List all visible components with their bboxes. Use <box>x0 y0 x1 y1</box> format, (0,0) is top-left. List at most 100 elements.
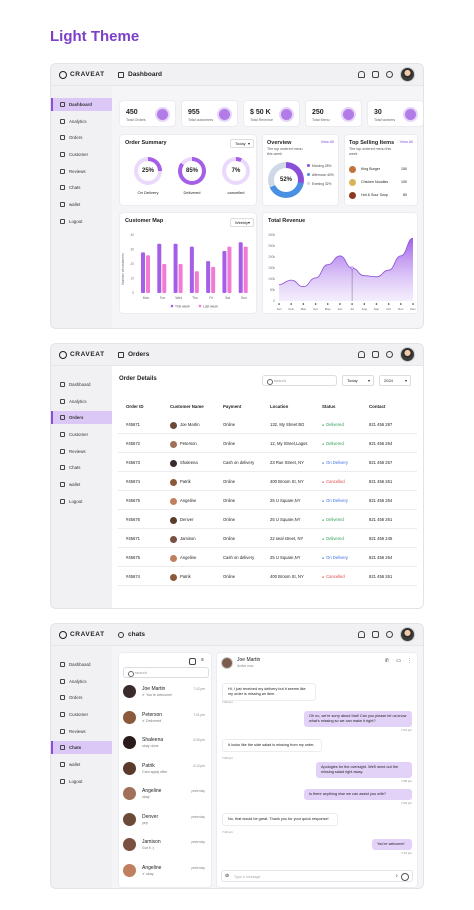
table-row[interactable]: #45676 Denver Online 25 U Square,NY Delivere… <box>118 510 417 529</box>
sidebar-item-wallet[interactable]: wallet <box>51 198 112 211</box>
filter-icon[interactable]: ≡ <box>201 657 204 663</box>
chat-contact[interactable]: Peterson ✔ Delivered 7:01 pm <box>123 708 207 732</box>
avatar[interactable] <box>400 67 415 82</box>
sidebar-item-chats[interactable]: Chats <box>51 741 112 755</box>
sidebar-item-label: Logout <box>69 218 83 224</box>
status-badge: Delivered <box>322 517 344 522</box>
table-cell: 821 456 261 <box>369 516 393 522</box>
message-time: 7:03 pm <box>222 700 233 704</box>
avatar[interactable] <box>400 347 415 362</box>
sidebar-item-analytics[interactable]: Analytics <box>51 675 112 688</box>
orders-year-filter[interactable]: 2024 <box>379 375 411 386</box>
bell-icon[interactable] <box>358 351 365 358</box>
column-header[interactable]: Customer Name <box>170 404 204 409</box>
table-row[interactable]: #45674 Patrik Online 400 Broom St, NY Cancel… <box>118 567 417 586</box>
sidebar-item-customer[interactable]: Customer <box>51 148 112 161</box>
video-icon[interactable]: ▭ <box>396 658 401 664</box>
sidebar-item-chats[interactable]: Chats <box>51 181 112 194</box>
sidebar-item-orders[interactable]: Orders <box>51 411 112 425</box>
stat-card: 955 Total customers <box>181 100 238 127</box>
sidebar-item-logout[interactable]: Logout <box>51 775 112 788</box>
sidebar-item-wallet[interactable]: wallet <box>51 478 112 491</box>
sidebar-item-dashboard[interactable]: Dashboard <box>51 658 112 671</box>
sidebar-item-reviews[interactable]: Reviews <box>51 165 112 178</box>
sidebar-item-dashboard[interactable]: Dashboard <box>51 378 112 391</box>
logo[interactable]: CRAVEAT <box>51 630 112 639</box>
analytics-icon <box>60 398 65 404</box>
sidebar-item-analytics[interactable]: Analytics <box>51 395 112 408</box>
orders-day-filter[interactable]: Today <box>342 375 374 386</box>
gear-icon[interactable] <box>386 631 393 638</box>
mic-icon[interactable]: ♪ <box>395 873 399 879</box>
overview-view-all[interactable]: View All <box>320 140 334 144</box>
chat-contact[interactable]: Denver yep yesterday <box>123 810 207 834</box>
sidebar-item-chats[interactable]: Chats <box>51 461 112 474</box>
message-icon[interactable] <box>372 351 379 358</box>
message-icon[interactable] <box>372 631 379 638</box>
top-selling-item[interactable]: Hot & Sour Soup 80 <box>349 190 413 200</box>
chat-contact[interactable]: Joe Martin ✔ You're welcome! 7:12 pm <box>123 682 207 706</box>
chat-search-input[interactable]: search <box>123 667 209 678</box>
sidebar-item-reviews[interactable]: Reviews <box>51 725 112 738</box>
table-row[interactable]: #45675 Angeline Cash on delivery 25 U Squar… <box>118 548 417 567</box>
bell-icon[interactable] <box>358 71 365 78</box>
table-cell: #45673 <box>126 459 140 465</box>
sidebar-item-wallet[interactable]: wallet <box>51 758 112 771</box>
column-header[interactable]: Location <box>270 404 289 409</box>
chat-contact[interactable]: Shaleena okay done 6:30 pm <box>123 733 207 757</box>
avatar[interactable] <box>400 627 415 642</box>
logo[interactable]: CRAVEAT <box>51 350 112 359</box>
stat-card: 30 Total workers <box>367 100 423 127</box>
contact-avatar <box>123 812 136 826</box>
sidebar-item-logout[interactable]: Logout <box>51 495 112 508</box>
top-selling-item[interactable]: Chicken Noodles 100 <box>349 177 413 187</box>
message-icon[interactable] <box>372 71 379 78</box>
cm-bar <box>178 264 183 293</box>
sidebar-item-analytics[interactable]: Analytics <box>51 115 112 128</box>
chat-contact[interactable]: Jamison Got it :) yesterday <box>123 835 207 859</box>
attach-icon[interactable]: ⊘ <box>225 873 230 879</box>
table-row[interactable]: #45675 Angeline Online 25 U Square,NY On Del… <box>118 491 417 510</box>
message-input[interactable]: ⊘ Type a message ♪ <box>221 870 413 882</box>
sidebar-item-label: Chats <box>69 185 81 191</box>
table-cell: Online <box>223 497 236 503</box>
sidebar-item-dashboard[interactable]: Dashboard <box>51 98 112 111</box>
logo[interactable]: CRAVEAT <box>51 70 112 79</box>
table-row[interactable]: #45673 Shaleena Cash on delivery 23 Rue Str… <box>118 453 417 472</box>
table-row[interactable]: #45671 Jamison Online 22 seal street, NY Del… <box>118 529 417 548</box>
order-summary-filter[interactable]: Today <box>230 139 254 148</box>
chat-contact[interactable]: Angeline okay yesterday <box>123 784 207 808</box>
column-header[interactable]: Order ID <box>126 404 144 409</box>
sidebar-item-orders[interactable]: Orders <box>51 691 112 704</box>
sidebar-item-customer[interactable]: Customer <box>51 428 112 441</box>
phone-icon[interactable]: ✆ <box>384 658 389 664</box>
orders-search-input[interactable]: search <box>262 375 337 386</box>
table-row[interactable]: #45672 Peterson Online 12, My Street,Lagos D… <box>118 434 417 453</box>
rv-marker <box>350 266 354 270</box>
sidebar-item-orders[interactable]: Orders <box>51 131 112 144</box>
top-selling-item[interactable]: King Burger 150 <box>349 164 413 174</box>
customer-map-filter[interactable]: Weekly <box>230 218 254 227</box>
new-chat-icon[interactable] <box>189 658 196 665</box>
reviews-icon <box>60 168 65 174</box>
send-icon[interactable] <box>401 872 409 881</box>
top-selling-view-all[interactable]: View All <box>399 140 413 144</box>
column-header[interactable]: Payment <box>223 404 242 409</box>
table-row[interactable]: #45674 Patrik Online 400 Broom St, NY Cancel… <box>118 472 417 491</box>
more-icon[interactable]: ⋮ <box>407 658 412 664</box>
gear-icon[interactable] <box>386 351 393 358</box>
bell-icon[interactable] <box>358 631 365 638</box>
column-header[interactable]: Contact <box>369 404 386 409</box>
sidebar-item-logout[interactable]: Logout <box>51 215 112 228</box>
chat-contact[interactable]: Angeline ✔ okay yesterday <box>123 861 207 885</box>
contact-preview: Cant apply offer <box>142 769 168 774</box>
cm-x-label: Fri <box>209 296 213 300</box>
rv-x-label: Jan <box>277 307 282 311</box>
chat-contact[interactable]: Patrik Cant apply offer 6:12 pm <box>123 759 207 783</box>
legend-text: Evening 32% <box>312 182 332 186</box>
gear-icon[interactable] <box>386 71 393 78</box>
sidebar-item-customer[interactable]: Customer <box>51 708 112 721</box>
sidebar-item-reviews[interactable]: Reviews <box>51 445 112 458</box>
table-row[interactable]: #45671 Joe Martin Online 132, My Street BG D… <box>118 415 417 434</box>
column-header[interactable]: Status <box>322 404 336 409</box>
